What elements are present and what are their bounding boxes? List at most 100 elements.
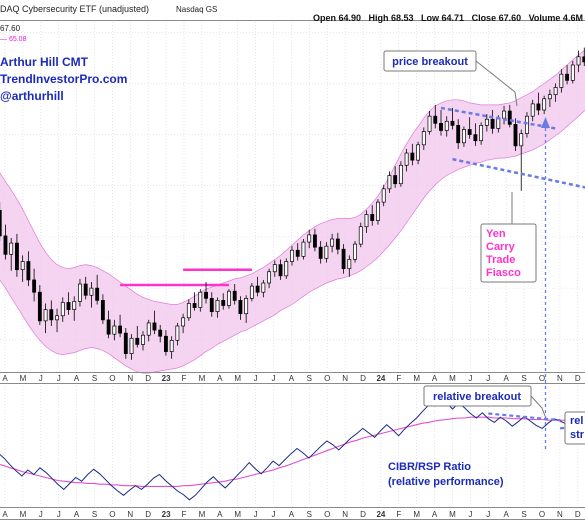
- x-tick-label: J: [486, 374, 490, 383]
- x-tick-label: 24: [376, 374, 385, 383]
- candle-up: [444, 120, 449, 131]
- x-tick-label: N: [127, 510, 133, 519]
- x-tick-label: A: [504, 510, 510, 519]
- candle-down: [32, 279, 37, 293]
- relative-strength-box: [564, 411, 585, 445]
- candle-up: [404, 152, 409, 166]
- candle-up: [398, 164, 403, 185]
- x-tick-label: N: [342, 374, 348, 383]
- ratio-title: CIBR/RSP Ratio: [388, 461, 471, 473]
- candle-up: [479, 125, 484, 142]
- candle-down: [507, 110, 512, 125]
- x-tick-label: J: [39, 374, 43, 383]
- candle-down: [49, 309, 54, 321]
- x-tick-label: D: [575, 374, 581, 383]
- relative-breakout-pointer: [530, 395, 546, 417]
- candle-down: [335, 238, 340, 250]
- candle-down: [95, 287, 100, 301]
- candle-up: [215, 300, 220, 313]
- x-tick-label: M: [199, 510, 206, 519]
- candle-down: [536, 103, 541, 111]
- x-tick-label: S: [521, 374, 526, 383]
- candle-down: [0, 209, 2, 237]
- trend-channel: [440, 106, 585, 189]
- price-label: 67.60: [0, 24, 21, 33]
- candle-down: [3, 235, 8, 255]
- x-tick-label: A: [289, 374, 295, 383]
- candle-down: [318, 246, 323, 259]
- candle-up: [89, 287, 94, 296]
- yen-label-1: Yen: [486, 228, 506, 240]
- price-x-axis: A M J J A S O N D 23 F M A M J J A S O N D 24 F M A M J J A S O N D: [2, 374, 581, 383]
- x-tick-label: A: [2, 374, 8, 383]
- x-tick-label: N: [342, 510, 348, 519]
- candle-up: [72, 301, 77, 310]
- candle-up: [20, 261, 25, 271]
- x-tick-label: A: [432, 374, 438, 383]
- candle-down: [37, 291, 42, 322]
- candle-up: [175, 325, 180, 341]
- x-tick-label: M: [413, 510, 420, 519]
- candle-up: [547, 94, 552, 100]
- candle-up: [576, 56, 581, 66]
- ohlc-readout: Open 64.90 High 68.53 Low 64.71 Close 67…: [313, 13, 585, 23]
- candle-up: [484, 118, 489, 126]
- candle-up: [421, 131, 426, 146]
- candle-down: [221, 300, 226, 306]
- candlestick-series: [0, 47, 585, 360]
- candle-down: [255, 285, 260, 293]
- candle-up: [290, 249, 294, 262]
- bollinger-lower-line: [0, 110, 585, 374]
- relative-breakout-label: relative breakout: [433, 391, 521, 403]
- author-name: Arthur Hill CMT: [0, 55, 89, 69]
- x-tick-label: M: [234, 374, 241, 383]
- candle-up: [249, 285, 254, 299]
- candle-up: [112, 325, 117, 335]
- x-tick-label: D: [360, 374, 366, 383]
- x-tick-label: N: [557, 374, 563, 383]
- x-tick-label: F: [182, 510, 187, 519]
- x-tick-label: A: [74, 510, 80, 519]
- candle-up: [525, 115, 529, 134]
- x-tick-label: S: [307, 374, 312, 383]
- candle-down: [118, 325, 123, 334]
- x-tick-label: M: [234, 510, 241, 519]
- author-handle: @arthurhill: [0, 89, 64, 103]
- candle-up: [78, 283, 82, 302]
- candle-down: [135, 337, 140, 345]
- yen-label-2: Carry: [486, 241, 516, 253]
- candle-down: [232, 290, 237, 301]
- x-tick-label: F: [182, 374, 187, 383]
- candle-down: [83, 283, 88, 296]
- candle-down: [26, 261, 31, 281]
- ratio-resistance-line: [488, 412, 561, 422]
- x-tick-label: M: [449, 374, 456, 383]
- author-site: TrendInvestorPro.com: [0, 72, 127, 86]
- candle-up: [519, 133, 524, 147]
- x-tick-label: S: [92, 510, 97, 519]
- candle-up: [570, 64, 575, 81]
- candle-up: [496, 117, 501, 129]
- bollinger-band-fill: [0, 50, 585, 374]
- breakout-arrow-icon: [541, 117, 550, 128]
- candle-down: [393, 175, 398, 185]
- candle-up: [347, 259, 352, 270]
- x-tick-label: M: [20, 374, 27, 383]
- candle-down: [238, 300, 243, 315]
- chart-title: DAQ Cybersecurity ETF (unadjusted): [0, 4, 149, 14]
- x-tick-label: O: [324, 510, 330, 519]
- candle-down: [467, 129, 472, 135]
- ma-label: — 65.08: [0, 36, 27, 43]
- x-tick-label: A: [217, 374, 223, 383]
- ratio-series: [0, 391, 585, 501]
- x-tick-label: A: [217, 510, 223, 519]
- candle-up: [559, 73, 564, 88]
- x-tick-label: A: [2, 510, 8, 519]
- candle-up: [267, 271, 272, 284]
- candle-up: [9, 242, 14, 255]
- x-tick-label: A: [432, 510, 438, 519]
- candle-up: [427, 115, 432, 132]
- candle-up: [307, 234, 312, 243]
- candle-up: [461, 129, 466, 144]
